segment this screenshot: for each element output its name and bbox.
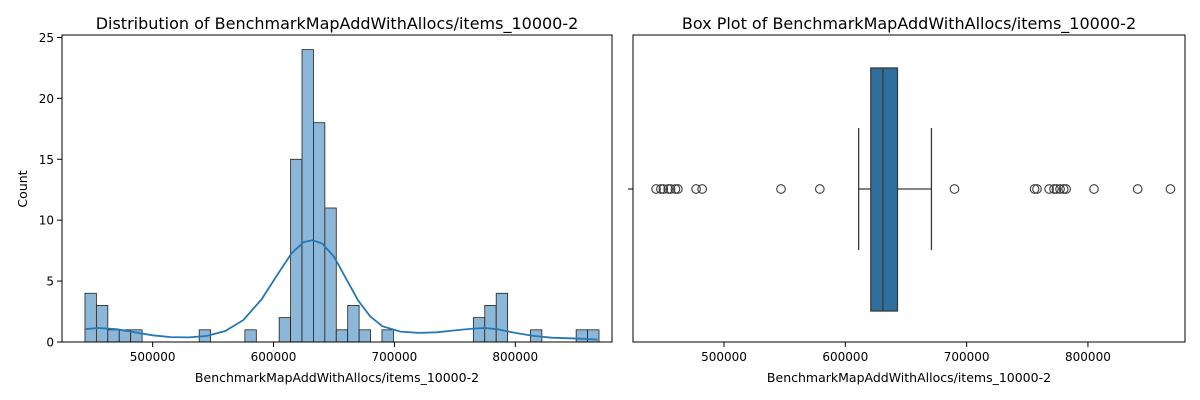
outlier-point (663, 184, 674, 194)
hist-bar (324, 207, 337, 343)
hist-x-tick-label: 500000 (130, 350, 176, 364)
box-x-tick-label: 800000 (1065, 350, 1111, 364)
hist-y-tick-label: 0 (46, 336, 54, 350)
outlier-point (1032, 184, 1042, 194)
outlier-point (1051, 184, 1062, 194)
outlier-point (691, 184, 701, 194)
histogram-chart: Distribution of BenchmarkMapAddWithAlloc… (15, 14, 613, 385)
hist-title: Distribution of BenchmarkMapAddWithAlloc… (96, 14, 579, 34)
boxplot-chart: Box Plot of BenchmarkMapAddWithAllocs/it… (628, 14, 1186, 385)
iqr-box (870, 67, 899, 312)
hist-y-label: Count (15, 170, 30, 207)
outlier-point (814, 184, 825, 194)
outlier-point (949, 184, 960, 194)
hist-bar (84, 292, 97, 343)
outlier-point (1044, 184, 1054, 194)
outlier-point (776, 184, 786, 194)
outlier-point (1165, 184, 1176, 194)
hist-bar (244, 329, 257, 343)
outlier-point (1089, 184, 1099, 194)
hist-y-ticks: 0 5 10 15 20 25 (39, 31, 62, 350)
hist-x-ticks: 500000 600000 700000 800000 (130, 342, 538, 364)
outlier-point (658, 184, 669, 194)
hist-bar (95, 305, 109, 343)
hist-x-tick-label: 700000 (372, 350, 418, 364)
hist-bar (484, 305, 497, 343)
outlier-point (673, 184, 683, 194)
hist-x-label: BenchmarkMapAddWithAllocs/items_10000-2 (195, 370, 479, 385)
outlier-point (670, 184, 681, 194)
box-title: Box Plot of BenchmarkMapAddWithAllocs/it… (682, 14, 1136, 34)
hist-bar (358, 329, 371, 343)
hist-x-tick-label: 800000 (492, 350, 538, 364)
box-elements (651, 67, 1176, 312)
hist-bar (575, 329, 588, 343)
outlier-point (651, 184, 661, 194)
hist-bar (290, 158, 303, 343)
hist-x-tick-label: 600000 (251, 350, 297, 364)
hist-bar (472, 317, 486, 343)
hist-bar (313, 122, 326, 343)
outlier-point (665, 184, 676, 194)
hist-bar (301, 49, 314, 343)
hist-y-tick-label: 5 (46, 275, 54, 289)
outlier-point (697, 184, 708, 194)
box-x-tick-label: 600000 (822, 350, 868, 364)
box-x-tick-label: 700000 (944, 350, 990, 364)
hist-frame (61, 34, 613, 343)
hist-y-tick-label: 20 (39, 92, 54, 106)
hist-bar (347, 305, 360, 343)
box-x-label: BenchmarkMapAddWithAllocs/items_10000-2 (767, 370, 1051, 385)
hist-bar (495, 292, 509, 343)
hist-bar (335, 329, 349, 343)
box-x-ticks: 500000 600000 700000 800000 (701, 342, 1111, 364)
hist-y-tick-label: 15 (39, 153, 54, 167)
hist-y-tick-label: 10 (39, 214, 54, 228)
outlier-point (1049, 184, 1059, 194)
outlier-point (1058, 184, 1069, 194)
hist-bars (84, 49, 600, 343)
hist-y-tick-label: 25 (39, 31, 54, 45)
outlier-point (656, 184, 666, 194)
outlier-point (1132, 184, 1143, 194)
box-x-tick-label: 500000 (701, 350, 747, 364)
hist-bar (381, 329, 394, 343)
hist-bar (278, 317, 291, 343)
outlier-point (1055, 184, 1065, 194)
kde-line (84, 239, 598, 341)
hist-bar (107, 329, 120, 343)
outlier-point (1061, 184, 1071, 194)
outlier-point (1029, 184, 1040, 194)
